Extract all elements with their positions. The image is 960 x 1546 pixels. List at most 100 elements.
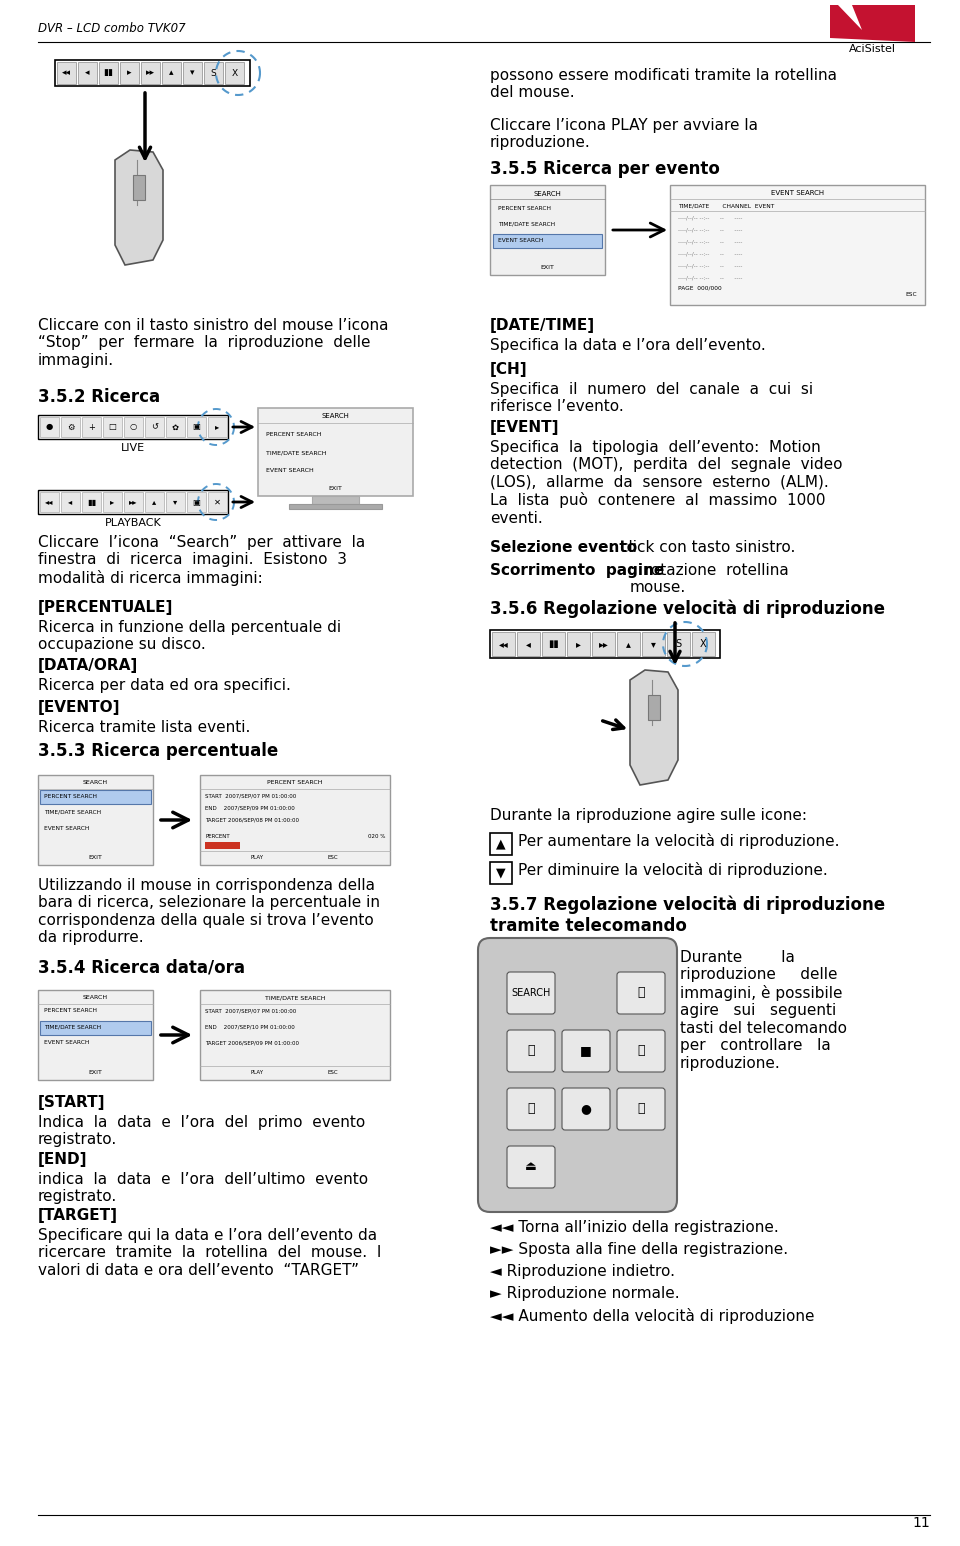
Text: ▴: ▴ [626, 638, 631, 649]
Text: Durante        la
riproduzione     delle
immagini, è possibile
agire   sui   seg: Durante la riproduzione delle immagini, … [680, 949, 847, 1070]
Bar [225, 62, 244, 83]
Bar [166, 417, 185, 438]
Bar [61, 492, 80, 512]
Text: : click con tasto sinistro.: : click con tasto sinistro. [610, 540, 796, 555]
Text: ●: ● [46, 422, 53, 431]
Polygon shape [830, 5, 915, 42]
Text: Durante la riproduzione agire sulle icone:: Durante la riproduzione agire sulle icon… [490, 809, 807, 822]
Text: [DATA/ORA]: [DATA/ORA] [38, 659, 138, 673]
Text: EVENT SEARCH: EVENT SEARCH [771, 190, 824, 196]
Bar [40, 492, 59, 512]
Text: TIME/DATE SEARCH: TIME/DATE SEARCH [44, 1025, 101, 1030]
Polygon shape [630, 669, 678, 785]
Bar [124, 492, 143, 512]
Bar [187, 417, 206, 438]
FancyBboxPatch shape [562, 1088, 610, 1130]
Text: Utilizzando il mouse in corrispondenza della
bara di ricerca, selezionare la per: Utilizzando il mouse in corrispondenza d… [38, 878, 380, 945]
Bar [208, 417, 227, 438]
Text: EVENT SEARCH: EVENT SEARCH [266, 468, 314, 473]
Text: SEARCH: SEARCH [322, 413, 349, 419]
Text: +: + [88, 422, 95, 431]
Text: ▾: ▾ [651, 638, 656, 649]
Bar [141, 62, 160, 83]
Text: Indica  la  data  e  l’ora  del  primo  evento
registrato.: Indica la data e l’ora del primo evento … [38, 1115, 365, 1147]
Bar [493, 233, 602, 247]
Text: [TARGET]: [TARGET] [38, 1207, 118, 1223]
Text: [CH]: [CH] [490, 362, 528, 377]
Text: ⏸: ⏸ [637, 986, 645, 1000]
Text: 3.5.3 Ricerca percentuale: 3.5.3 Ricerca percentuale [38, 742, 278, 761]
Text: Cliccare l’icona PLAY per avviare la
riproduzione.: Cliccare l’icona PLAY per avviare la rip… [490, 117, 758, 150]
Text: EVENT SEARCH: EVENT SEARCH [44, 826, 89, 830]
Text: EXIT: EXIT [88, 855, 103, 860]
Text: PERCENT SEARCH: PERCENT SEARCH [44, 793, 97, 798]
Text: S: S [210, 68, 216, 77]
FancyBboxPatch shape [507, 1146, 555, 1187]
FancyBboxPatch shape [562, 1030, 610, 1071]
Text: SEARCH: SEARCH [83, 781, 108, 785]
Text: ○: ○ [130, 422, 137, 431]
Bar [38, 414, 228, 439]
Text: [END]: [END] [38, 1152, 87, 1167]
Text: ▸: ▸ [110, 498, 114, 507]
Text: ▸▸: ▸▸ [130, 498, 137, 507]
Text: Cliccare  l’icona  “Search”  per  attivare  la
finestra  di  ricerca  imagini.  : Cliccare l’icona “Search” per attivare l… [38, 535, 365, 586]
Text: TIME/DATE SEARCH: TIME/DATE SEARCH [44, 810, 101, 815]
Text: ▮▮: ▮▮ [86, 498, 96, 507]
Text: □: □ [108, 422, 116, 431]
Text: ▼: ▼ [496, 866, 506, 880]
Text: :  rotazione  rotellina
mouse.: : rotazione rotellina mouse. [630, 563, 789, 595]
Text: PLAYBACK: PLAYBACK [105, 518, 161, 529]
Text: S: S [676, 638, 682, 649]
Text: [EVENT]: [EVENT] [490, 421, 560, 434]
Bar [145, 492, 164, 512]
Polygon shape [838, 5, 862, 29]
Bar [55, 60, 250, 87]
Text: SEARCH: SEARCH [83, 996, 108, 1000]
Bar [667, 632, 690, 656]
Text: ⏩: ⏩ [637, 1102, 645, 1116]
Text: TIME/DATE       CHANNEL  EVENT: TIME/DATE CHANNEL EVENT [678, 203, 775, 209]
Text: PERCENT SEARCH: PERCENT SEARCH [44, 1008, 97, 1014]
Text: ●: ● [581, 1102, 591, 1116]
Text: ◂: ◂ [68, 498, 73, 507]
Bar [517, 632, 540, 656]
Bar [38, 775, 153, 866]
Text: ◄◄ Torna all’inizio della registrazione.: ◄◄ Torna all’inizio della registrazione. [490, 1220, 779, 1235]
Bar [670, 186, 925, 305]
Bar [490, 833, 512, 855]
Text: ►► Sposta alla fine della registrazione.: ►► Sposta alla fine della registrazione. [490, 1241, 788, 1257]
Text: Ricerca per data ed ora specifici.: Ricerca per data ed ora specifici. [38, 679, 291, 693]
Text: [EVENTO]: [EVENTO] [38, 700, 121, 714]
Text: ◂◂: ◂◂ [62, 68, 71, 77]
Text: ▸: ▸ [576, 638, 581, 649]
Text: TIME/DATE SEARCH: TIME/DATE SEARCH [498, 221, 555, 227]
Text: EVENT SEARCH: EVENT SEARCH [498, 238, 543, 243]
FancyBboxPatch shape [617, 1088, 665, 1130]
Text: ■: ■ [580, 1045, 592, 1057]
Text: ⏮: ⏮ [527, 1045, 535, 1057]
Text: [PERCENTUALE]: [PERCENTUALE] [38, 600, 174, 615]
Text: [START]: [START] [38, 1095, 106, 1110]
Text: Per aumentare la velocità di riproduzione.: Per aumentare la velocità di riproduzion… [518, 833, 839, 849]
Bar [40, 1020, 151, 1034]
Text: 020 %: 020 % [368, 833, 385, 838]
Text: ⏪: ⏪ [527, 1102, 535, 1116]
Text: EXIT: EXIT [540, 264, 555, 271]
Text: ----/--/-- --:--      --      ----: ----/--/-- --:-- -- ---- [678, 250, 742, 257]
Bar [103, 417, 122, 438]
Text: ◂: ◂ [85, 68, 89, 77]
Text: TIME/DATE SEARCH: TIME/DATE SEARCH [266, 450, 326, 456]
Text: TIME/DATE SEARCH: TIME/DATE SEARCH [265, 996, 325, 1000]
Bar [200, 989, 390, 1081]
Text: ----/--/-- --:--      --      ----: ----/--/-- --:-- -- ---- [678, 215, 742, 220]
Bar [78, 62, 97, 83]
Bar [133, 175, 145, 199]
Bar [124, 417, 143, 438]
Text: ⏏: ⏏ [525, 1161, 537, 1173]
Bar [200, 775, 390, 866]
Text: [DATE/TIME]: [DATE/TIME] [490, 318, 595, 332]
Text: ✿: ✿ [172, 422, 179, 431]
Text: ▴: ▴ [153, 498, 156, 507]
FancyBboxPatch shape [507, 972, 555, 1014]
